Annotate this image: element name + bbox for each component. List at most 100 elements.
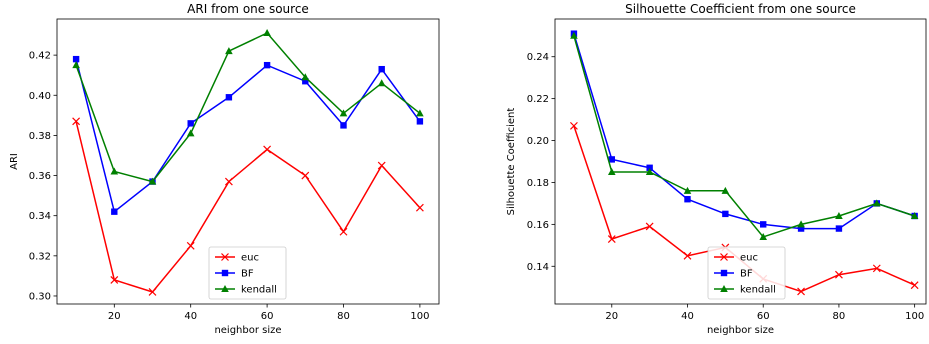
data-point-euc xyxy=(224,177,233,186)
plot-area xyxy=(56,18,440,305)
legend-marker-BF xyxy=(221,269,229,277)
data-point-BF xyxy=(225,94,233,101)
data-point-kendall xyxy=(148,177,157,185)
data-point-kendall xyxy=(377,79,386,87)
data-point-euc xyxy=(263,145,272,154)
data-point-euc xyxy=(110,275,119,284)
data-point-kendall xyxy=(872,199,881,207)
data-point-BF xyxy=(340,122,347,129)
data-point-euc xyxy=(797,287,805,296)
series-BF xyxy=(570,30,918,232)
legend-label-kendall: kendall xyxy=(241,285,277,296)
data-point-euc xyxy=(607,235,616,243)
data-point-euc xyxy=(645,222,654,231)
data-point-BF xyxy=(378,65,385,73)
series-line-kendall xyxy=(573,35,915,238)
y-tick-label: 0.22 xyxy=(527,94,549,105)
legend-marker-euc xyxy=(221,253,229,261)
series-euc xyxy=(72,117,424,296)
data-point-euc xyxy=(301,171,310,180)
data-point-kendall xyxy=(72,61,80,69)
data-point-BF xyxy=(111,208,118,215)
series-line-euc xyxy=(75,121,421,293)
chart-title: Silhouette Coefficient from one source xyxy=(625,2,856,16)
y-tick-label: 0.34 xyxy=(29,211,51,222)
x-tick-label: 60 xyxy=(757,311,770,322)
data-point-euc xyxy=(683,251,692,260)
legend-label-BF: BF xyxy=(241,269,254,280)
chart-2: Silhouette Coefficient from one source 20… xyxy=(506,2,927,336)
chart-title: ARI from one source xyxy=(187,2,309,16)
y-axis-title: ARI xyxy=(9,153,20,170)
x-tick-label: 100 xyxy=(410,311,429,322)
x-tick-label: 20 xyxy=(605,311,618,322)
x-tick-label: 40 xyxy=(184,311,197,322)
data-point-BF xyxy=(646,164,653,171)
data-point-euc xyxy=(835,270,843,279)
series-line-BF xyxy=(573,33,915,230)
legend-label-euc: euc xyxy=(241,253,259,264)
data-point-kendall xyxy=(225,47,233,55)
y-tick-label: 0.40 xyxy=(29,91,51,102)
data-point-euc xyxy=(570,121,578,130)
data-point-BF xyxy=(416,118,424,125)
data-point-euc xyxy=(910,281,919,290)
legend: euc BF kendall xyxy=(208,246,287,300)
y-tick-label: 0.42 xyxy=(29,51,51,62)
series-BF xyxy=(72,55,424,215)
x-tick-label: 60 xyxy=(261,311,274,322)
y-tick-label: 0.18 xyxy=(527,178,549,189)
data-point-BF xyxy=(72,55,80,63)
x-tick-label: 40 xyxy=(681,311,694,322)
y-tick-label: 0.36 xyxy=(29,171,51,182)
data-point-euc xyxy=(377,161,386,170)
data-point-BF xyxy=(760,221,767,228)
data-point-euc xyxy=(872,264,881,273)
data-point-BF xyxy=(608,156,615,163)
data-point-BF xyxy=(835,225,843,232)
series-kendall xyxy=(570,31,919,240)
data-point-BF xyxy=(263,61,271,69)
data-point-kendall xyxy=(339,109,348,117)
data-point-kendall xyxy=(835,211,843,219)
legend-marker-euc xyxy=(720,253,728,261)
data-point-kendall xyxy=(301,73,310,81)
data-point-BF xyxy=(797,225,805,232)
data-point-euc xyxy=(186,241,195,250)
data-point-euc xyxy=(148,288,157,296)
legend-label-euc: euc xyxy=(740,253,758,264)
data-point-kendall xyxy=(263,29,271,37)
y-axis-title: Silhouette Coefficient xyxy=(506,108,517,216)
data-point-kendall xyxy=(607,167,616,175)
y-tick-label: 0.14 xyxy=(527,262,549,273)
data-point-kendall xyxy=(683,186,692,194)
data-point-kendall xyxy=(797,220,805,228)
y-tick-label: 0.32 xyxy=(29,251,51,262)
data-point-kendall xyxy=(645,167,654,175)
data-point-kendall xyxy=(110,167,119,175)
y-tick-label: 0.20 xyxy=(527,136,549,147)
y-tick-label: 0.24 xyxy=(527,52,549,63)
data-point-euc xyxy=(415,203,424,212)
data-point-BF xyxy=(187,120,194,127)
legend-marker-BF xyxy=(720,269,728,277)
data-point-kendall xyxy=(721,186,730,194)
data-point-kendall xyxy=(416,109,424,117)
y-tick-label: 0.38 xyxy=(29,131,51,142)
x-tick-label: 20 xyxy=(108,311,121,322)
x-axis-title: neighbor size xyxy=(707,325,774,336)
data-point-kendall xyxy=(759,232,768,240)
x-tick-label: 80 xyxy=(833,311,846,322)
data-point-euc xyxy=(339,227,348,236)
x-tick-label: 100 xyxy=(905,311,924,322)
data-point-kendall xyxy=(186,129,195,137)
data-point-BF xyxy=(684,196,691,203)
chart-1: ARI from one source 20 40 60 80 100 0.30 0.32 0.… xyxy=(9,2,440,336)
legend: euc BF kendall xyxy=(707,246,786,300)
legend-label-kendall: kendall xyxy=(740,285,776,296)
y-tick-label: 0.30 xyxy=(29,291,51,302)
data-point-BF xyxy=(722,210,729,218)
data-point-BF xyxy=(302,78,309,85)
data-point-euc xyxy=(72,117,81,126)
